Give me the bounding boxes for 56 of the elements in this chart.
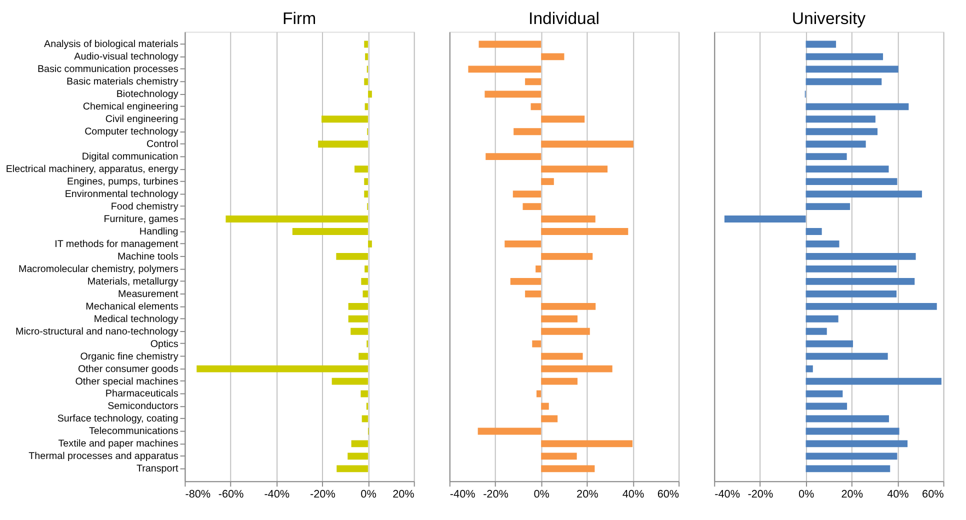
chart-title: Individual (528, 8, 600, 28)
x-tick-label: -80% (185, 488, 211, 500)
y-tick-label: Pharmaceuticals (105, 388, 178, 400)
x-tick-label: 20% (576, 488, 599, 500)
y-tick-label: Biotechnology (116, 89, 178, 100)
y-tick-label: Electrical machinery, apparatus, energy (6, 164, 178, 176)
y-tick-label: Basic materials chemistry (66, 76, 178, 88)
x-tick-label: 60% (922, 488, 944, 500)
y-tick-label: Semiconductors (108, 401, 178, 412)
y-tick-label: Other consumer goods (78, 364, 178, 375)
y-tick-label: Audio-visual technology (74, 52, 178, 63)
y-tick-label: Furniture, games (104, 214, 178, 225)
y-tick-label: Digital communication (82, 152, 178, 163)
chart-title: University (792, 8, 866, 28)
y-tick-label: Handling (139, 226, 178, 238)
y-tick-label: Mechanical elements (86, 301, 178, 312)
y-tick-label: Basic communication processes (37, 64, 178, 76)
y-tick-label: Control (146, 139, 178, 150)
x-tick-label: 0% (360, 488, 377, 500)
y-tick-label: Medical technology (94, 314, 178, 325)
x-tick-label: -40% (714, 488, 740, 500)
y-tick-label: Surface technology, coating (57, 414, 178, 425)
y-tick-label: Food chemistry (110, 201, 178, 212)
x-tick-label: 20% (841, 488, 864, 500)
x-tick-label: 40% (622, 488, 644, 500)
x-tick-label: -20% (748, 488, 774, 500)
x-tick-label: -20% (310, 488, 336, 500)
y-tick-label: Optics (150, 338, 178, 350)
y-tick-label: Organic fine chemistry (80, 351, 178, 362)
y-tick-label: Materials, metallurgy (87, 276, 178, 288)
y-tick-label: IT methods for management (54, 238, 179, 250)
y-tick-label: Macromolecular chemistry, polymers (18, 264, 178, 275)
y-tick-label: Measurement (118, 288, 179, 300)
x-tick-label: -40% (264, 488, 290, 500)
y-tick-label: Telecommunications (88, 426, 178, 438)
x-tick-label: -60% (218, 488, 244, 500)
x-tick-label: 40% (887, 488, 910, 500)
chart-title: Firm (282, 8, 316, 28)
y-tick-label: Transport (136, 464, 179, 475)
x-tick-label: 20% (392, 488, 415, 500)
y-tick-label: Engines, pumps, turbines (67, 176, 178, 188)
x-tick-label: -40% (450, 488, 476, 500)
y-tick-label: Textile and paper machines (58, 438, 178, 450)
y-tick-label: Chemical engineering (82, 102, 178, 113)
y-tick-label: Thermal processes and apparatus (28, 451, 178, 462)
x-tick-label: 0% (798, 488, 814, 500)
x-tick-label: -20% (483, 488, 509, 500)
y-tick-label: Micro-structural and nano-technology (16, 326, 178, 338)
x-tick-label: 60% (657, 488, 680, 500)
x-tick-label: 0% (534, 488, 550, 500)
y-tick-label: Analysis of biological materials (44, 39, 178, 50)
y-tick-label: Other special machines (75, 376, 178, 388)
y-tick-label: Civil engineering (105, 114, 178, 126)
y-tick-label: Computer technology (84, 126, 178, 138)
y-tick-label: Machine tools (117, 251, 178, 262)
y-tick-label: Environmental technology (64, 189, 178, 200)
